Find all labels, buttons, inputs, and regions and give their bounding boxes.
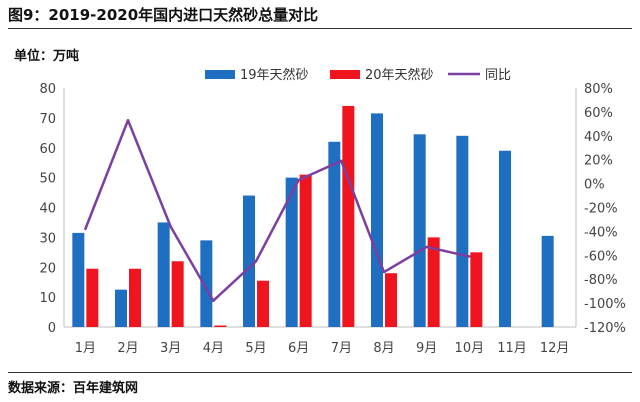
y-tick-label-right: 80% — [584, 82, 613, 97]
bar-series1 — [157, 222, 170, 327]
yoy-point — [468, 255, 471, 258]
legend-label-19: 19年天然砂 — [240, 67, 309, 83]
yoy-point — [126, 119, 130, 122]
y-tick-label-left: 0 — [48, 321, 56, 336]
bar-series1 — [243, 195, 255, 327]
chart-bars — [72, 105, 554, 327]
y-tick-label-right: 40% — [584, 130, 613, 145]
x-tick-label: 12月 — [540, 341, 570, 356]
x-tick-label: 7月 — [331, 341, 352, 356]
x-tick-label: 3月 — [160, 341, 181, 356]
yoy-line — [84, 119, 470, 302]
chart-line — [84, 119, 471, 302]
x-tick-label: 11月 — [497, 341, 527, 356]
chart-legend: 19年天然砂 20年天然砂 同比 — [205, 67, 511, 83]
yoy-point — [84, 227, 87, 231]
y-tick-label-left: 10 — [39, 291, 56, 306]
bar-series2 — [214, 325, 227, 327]
yoy-point — [169, 225, 172, 228]
y-tick-label-right: -120% — [584, 321, 626, 336]
y-tick-label-right: -60% — [584, 249, 618, 264]
y-tick-label-left: 50 — [39, 172, 56, 187]
bar-series1 — [115, 289, 127, 327]
x-tick-label: 2月 — [117, 341, 138, 356]
x-tick-label: 8月 — [373, 341, 394, 356]
yoy-point — [297, 178, 300, 182]
bar-series2 — [385, 273, 397, 327]
unit-label: 单位：万吨 — [14, 49, 80, 64]
bar-series2 — [470, 252, 483, 327]
yoy-point — [425, 245, 428, 249]
bar-series1 — [413, 134, 426, 327]
y-tick-label-right: -100% — [584, 297, 626, 312]
figure-title: 图9：2019-2020年国内进口天然砂总量对比 — [8, 6, 319, 24]
bar-series2 — [129, 268, 141, 327]
bar-series1 — [328, 141, 341, 327]
bar-series2 — [342, 105, 355, 327]
bar-series2 — [299, 174, 312, 327]
bar-series1 — [371, 113, 383, 327]
x-tick-label: 4月 — [203, 341, 224, 356]
bar-series1 — [72, 232, 85, 327]
chart-axes: 0 10 20 30 40 50 60 70 80 -120% -100% -80% -60% -40% -… — [39, 82, 625, 356]
bar-series2 — [427, 237, 440, 327]
yoy-point — [340, 159, 343, 163]
y-tick-label-left: 80 — [39, 82, 56, 97]
y-tick-label-left: 60 — [39, 142, 56, 157]
y-tick-label-right: 60% — [584, 106, 613, 121]
bar-series1 — [200, 240, 213, 327]
y-tick-label-right: -20% — [584, 202, 618, 217]
bottom-rule — [8, 372, 632, 373]
bar-series1 — [541, 235, 554, 327]
x-tick-label: 1月 — [75, 341, 96, 356]
x-tick-label: 6月 — [288, 341, 309, 356]
source-note: 数据来源：百年建筑网 — [8, 381, 139, 396]
yoy-point — [382, 270, 386, 274]
top-rule — [8, 28, 632, 29]
legend-swatch-20 — [330, 70, 360, 79]
chart: 0 10 20 30 40 50 60 70 80 -120% -100% -80% -60% -40% -… — [39, 67, 625, 356]
y-tick-label-left: 40 — [39, 202, 56, 217]
bar-series2 — [257, 280, 269, 327]
bar-series1 — [499, 150, 511, 327]
bar-series2 — [171, 261, 184, 327]
legend-label-20: 20年天然砂 — [365, 67, 434, 83]
bar-series1 — [456, 135, 469, 327]
x-tick-label: 10月 — [455, 341, 485, 356]
y-tick-label-right: 20% — [584, 154, 613, 169]
bar-series2 — [86, 268, 99, 327]
bar-series1 — [285, 177, 298, 327]
x-tick-label: 9月 — [416, 341, 437, 356]
y-tick-label-right: -80% — [584, 273, 618, 288]
legend-label-yoy: 同比 — [485, 68, 511, 83]
y-tick-label-left: 30 — [39, 231, 56, 246]
y-tick-label-right: 0% — [584, 178, 605, 193]
y-tick-label-right: -40% — [584, 225, 618, 240]
yoy-point — [254, 260, 258, 263]
y-tick-label-left: 70 — [39, 112, 56, 127]
legend-swatch-19 — [205, 70, 235, 79]
yoy-point — [212, 299, 215, 302]
y-tick-label-left: 20 — [39, 261, 56, 276]
x-tick-label: 5月 — [245, 341, 266, 356]
